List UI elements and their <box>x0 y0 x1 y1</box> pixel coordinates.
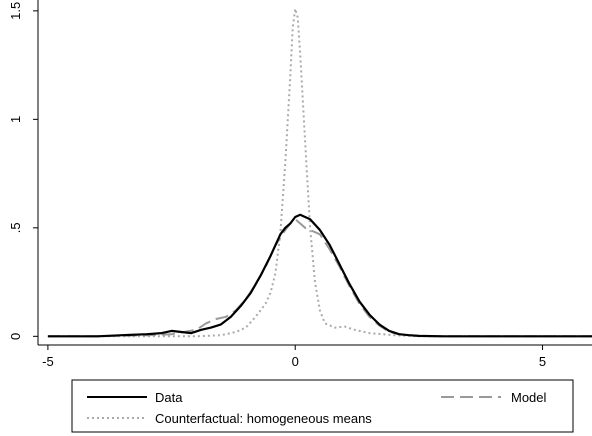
series-line-model <box>47 218 592 338</box>
legend-label-counterfactual: Counterfactual: homogeneous means <box>155 411 372 426</box>
legend-label-data: Data <box>155 390 183 405</box>
x-tick-label: 0 <box>292 354 299 369</box>
x-tick-label: -5 <box>42 354 54 369</box>
x-ticks: -5 0 5 <box>42 345 546 369</box>
legend-box <box>71 379 574 433</box>
y-tick-label: 0 <box>8 333 23 340</box>
legend-entry-data: Data <box>87 390 183 405</box>
series-layer <box>47 7 592 338</box>
x-tick-label: 5 <box>539 354 546 369</box>
series-line-data <box>47 213 592 338</box>
legend: Data Model Counterfactual: homogeneous m… <box>71 379 574 433</box>
y-tick-label: .5 <box>8 222 23 233</box>
y-tick-label: 1.5 <box>8 2 23 20</box>
y-tick-label: 1 <box>8 116 23 123</box>
legend-entry-counterfactual: Counterfactual: homogeneous means <box>87 411 372 426</box>
legend-entry-model: Model <box>441 390 547 405</box>
plot-region: 0 .5 1 1.5 -5 0 5 <box>8 0 592 369</box>
legend-label-model: Model <box>511 390 547 405</box>
y-ticks: 0 .5 1 1.5 <box>8 2 38 340</box>
series-line-counterfactual <box>47 7 592 338</box>
